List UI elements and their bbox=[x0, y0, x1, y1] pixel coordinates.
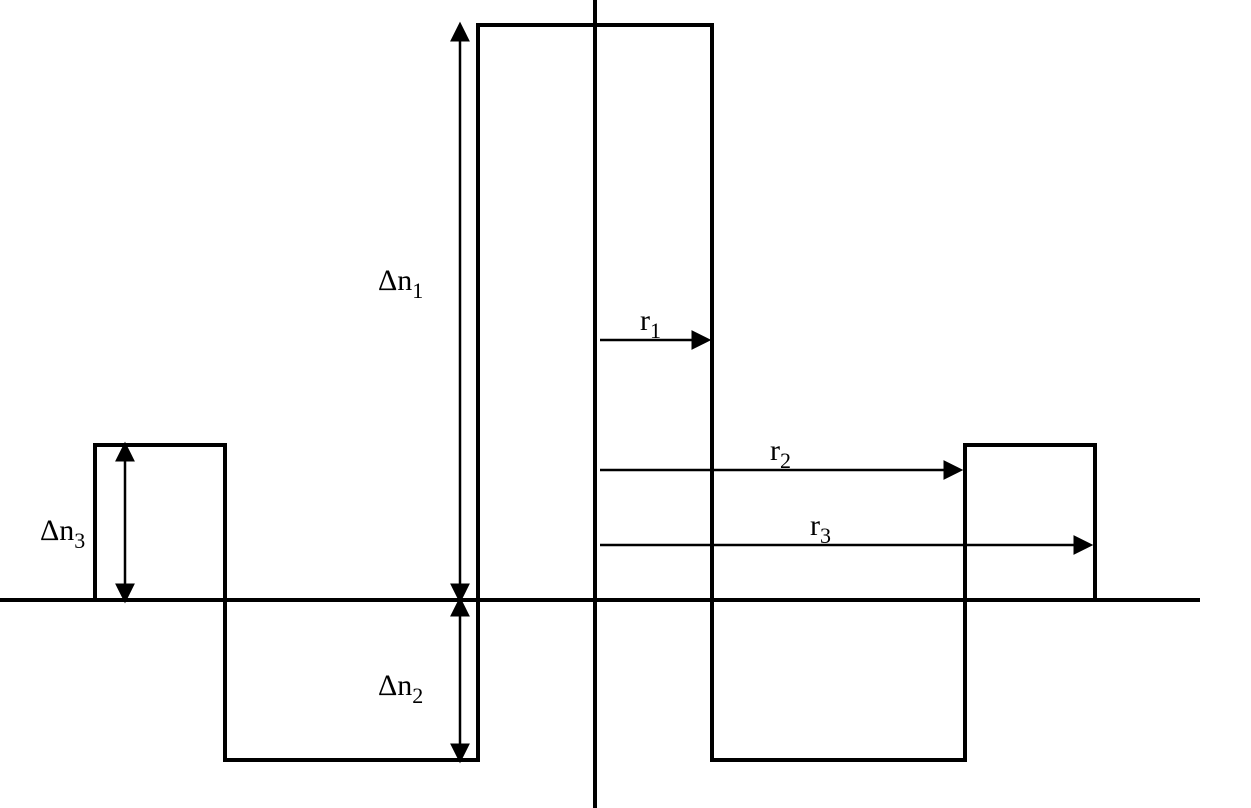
label-dn3-sub: 3 bbox=[74, 528, 85, 553]
label-dn2: Δn2 bbox=[378, 669, 423, 708]
label-r2-var: r bbox=[770, 434, 780, 467]
label-dn2-delta: Δ bbox=[378, 669, 397, 702]
label-dn1-sub: 1 bbox=[412, 278, 423, 303]
label-r1-sub: 1 bbox=[650, 318, 661, 343]
label-dn2-sub: 2 bbox=[412, 683, 423, 708]
label-r3-sub: 3 bbox=[820, 523, 831, 548]
label-r1: r1 bbox=[640, 304, 661, 343]
refractive-index-profile-diagram: Δn1 Δn2 Δn3 r1 r2 r3 bbox=[0, 0, 1251, 808]
label-dn3-var: n bbox=[59, 514, 74, 547]
label-dn1-delta: Δ bbox=[378, 264, 397, 297]
label-r2-sub: 2 bbox=[780, 448, 791, 473]
label-dn3-delta: Δ bbox=[40, 514, 59, 547]
label-r1-var: r bbox=[640, 304, 650, 337]
label-dn2-var: n bbox=[397, 669, 412, 702]
label-r3-var: r bbox=[810, 509, 820, 542]
label-dn1: Δn1 bbox=[378, 264, 423, 303]
label-dn3: Δn3 bbox=[40, 514, 85, 553]
label-dn1-var: n bbox=[397, 264, 412, 297]
label-r3: r3 bbox=[810, 509, 831, 548]
label-r2: r2 bbox=[770, 434, 791, 473]
index-profile-outline bbox=[0, 25, 1200, 760]
